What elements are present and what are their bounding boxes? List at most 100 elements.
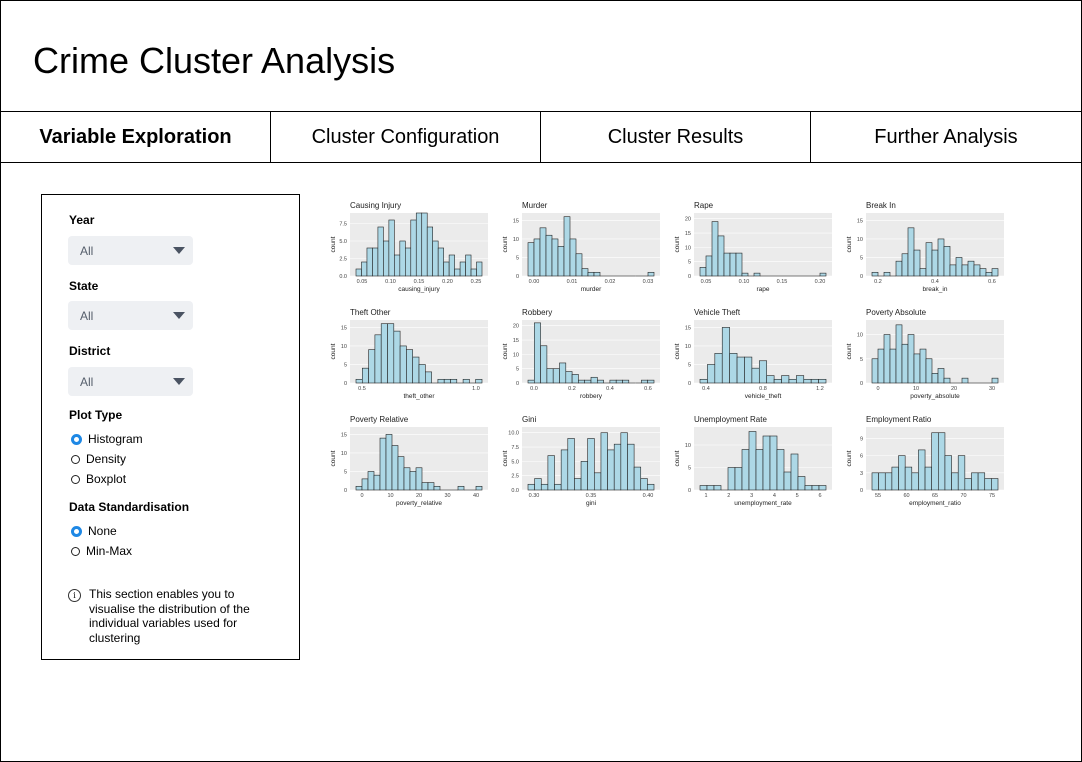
y-tick-label: 10.0 (508, 431, 519, 437)
x-tick-label: 0.35 (586, 493, 597, 499)
histogram-bar (355, 485, 363, 491)
x-tick-label: 0.01 (567, 279, 578, 285)
x-axis-label: vehicle_theft (745, 393, 782, 400)
histogram-bar (361, 261, 368, 277)
x-tick-label: 0.8 (759, 386, 767, 392)
chart-title: Murder (522, 201, 548, 210)
histogram-bar (818, 485, 827, 491)
chart-title: Causing Injury (350, 201, 401, 210)
histogram-bar (937, 238, 945, 277)
histogram-bar (527, 483, 535, 491)
histogram-bar (425, 371, 432, 384)
histogram-bar (889, 348, 897, 384)
histogram-bar (647, 379, 655, 384)
x-tick-label: 0.6 (644, 386, 652, 392)
x-tick-label: 3 (750, 493, 753, 499)
x-tick-label: 30 (444, 493, 450, 499)
standardisation-none-radio[interactable]: None (71, 524, 117, 538)
histogram-bar (547, 455, 555, 491)
x-axis-label: murder (581, 286, 602, 293)
histogram-bar (727, 467, 736, 491)
histogram-bar (918, 449, 926, 491)
histogram-bar (925, 358, 933, 384)
plot-type-label: Plot Type (69, 408, 123, 422)
histogram-bar (871, 472, 879, 491)
histogram-bar (640, 478, 648, 491)
plot-type-density-radio[interactable]: Density (71, 452, 126, 466)
tab-variable-exploration[interactable]: Variable Exploration (1, 112, 271, 162)
histogram-bar (399, 345, 407, 384)
district-select-value: All (80, 375, 94, 389)
x-axis-label: unemployment_rate (734, 500, 792, 507)
histogram-bar (783, 471, 792, 491)
y-tick-label: 15 (685, 231, 691, 237)
y-tick-label: 5 (688, 260, 691, 266)
histogram-bar (597, 379, 604, 384)
x-tick-label: 0.5 (358, 386, 366, 392)
plot-type-histogram-radio[interactable]: Histogram (71, 432, 143, 446)
histogram-bar (380, 323, 388, 384)
histogram-chart: Vehicle Theft 0 5 10 15 0.4 0.8 1.2 vehicle_thef… (674, 308, 832, 400)
histogram-bar (560, 449, 569, 491)
histogram-bar (891, 466, 899, 491)
chart-title: Poverty Relative (350, 415, 409, 424)
histogram-bar (361, 367, 369, 384)
histogram-bar (699, 267, 707, 277)
histogram-chart: Unemployment Rate 0 5 10 1 2 3 4 5 6 unemployment_… (674, 415, 832, 507)
radio-selected-icon (71, 433, 82, 445)
histogram-bar (736, 356, 745, 384)
histogram-bar (421, 482, 429, 491)
chevron-down-icon (173, 312, 185, 319)
tab-further-analysis[interactable]: Further Analysis (874, 125, 1018, 148)
y-tick-label: 5 (516, 255, 519, 261)
histogram-bar (454, 268, 461, 277)
x-tick-label: 0.25 (471, 279, 482, 285)
histogram-bar (366, 247, 373, 277)
histogram-bar (590, 376, 598, 384)
histogram-bar (871, 358, 879, 384)
y-tick-label: 0 (860, 488, 863, 494)
histogram-bar (937, 368, 945, 384)
x-tick-label: 0.10 (385, 279, 396, 285)
histogram-bar (961, 264, 969, 277)
x-tick-label: 20 (416, 493, 422, 499)
histogram-bar (729, 353, 738, 384)
y-tick-label: 5 (860, 255, 863, 261)
radio-label: Min-Max (86, 544, 133, 558)
histogram-bar (818, 378, 827, 384)
state-select[interactable]: All (68, 301, 193, 330)
histogram-bar (811, 485, 820, 491)
y-axis-label: count (330, 450, 337, 466)
x-tick-label: 0.10 (739, 279, 750, 285)
y-axis-label: count (846, 236, 853, 252)
x-tick-label: 0.4 (702, 386, 710, 392)
x-tick-label: 0.0 (530, 386, 538, 392)
plot-type-boxplot-radio[interactable]: Boxplot (71, 472, 126, 486)
year-select[interactable]: All (68, 236, 193, 265)
histogram-bar (985, 271, 993, 277)
x-tick-label: 30 (989, 386, 995, 392)
histogram-bar (462, 378, 470, 384)
histogram-bar (476, 261, 483, 277)
x-tick-label: 0 (876, 386, 879, 392)
histogram-bar (991, 478, 999, 491)
x-axis-label: causing_injury (398, 286, 440, 293)
y-tick-label: 0 (688, 274, 691, 280)
histogram-bar (788, 378, 797, 384)
histogram-bar (931, 373, 939, 384)
y-tick-label: 0 (516, 274, 519, 280)
tab-cluster-results[interactable]: Cluster Results (541, 112, 811, 162)
histogram-bar (569, 238, 577, 277)
x-axis-label: break_in (923, 286, 948, 293)
y-tick-label: 2.5 (511, 474, 519, 480)
x-tick-label: 0.05 (701, 279, 712, 285)
standardisation-minmax-radio[interactable]: Min-Max (71, 544, 132, 558)
histogram-bar (374, 334, 382, 384)
histogram-bar (373, 474, 381, 491)
tab-cluster-configuration[interactable]: Cluster Configuration (271, 112, 541, 162)
district-select[interactable]: All (68, 367, 193, 396)
histogram-bar (559, 362, 567, 384)
y-axis-label: count (674, 450, 681, 466)
histogram-bar (907, 334, 915, 384)
histogram-bar (919, 268, 927, 277)
